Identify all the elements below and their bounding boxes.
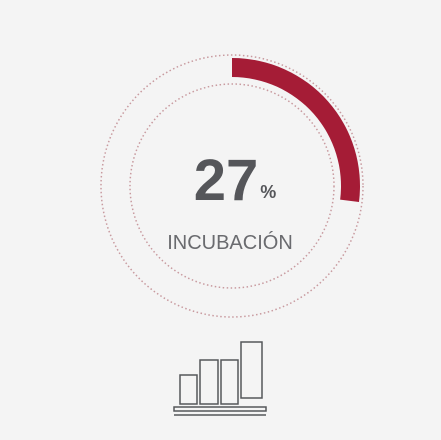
unit-label: % bbox=[260, 182, 276, 202]
marks bbox=[232, 58, 360, 203]
icon-bar bbox=[240, 341, 263, 399]
inner-dotted-ring bbox=[129, 83, 335, 289]
value-label: 27 bbox=[194, 148, 259, 213]
icon-bar bbox=[179, 374, 198, 405]
donut-segment bbox=[232, 58, 360, 203]
outer-dotted-ring bbox=[100, 54, 364, 318]
category-label: INCUBACIÓN bbox=[167, 231, 293, 254]
icon-bar bbox=[199, 359, 219, 405]
icon-bar bbox=[220, 359, 239, 405]
icon-base bbox=[173, 406, 267, 412]
bar-chart-icon bbox=[173, 341, 267, 416]
